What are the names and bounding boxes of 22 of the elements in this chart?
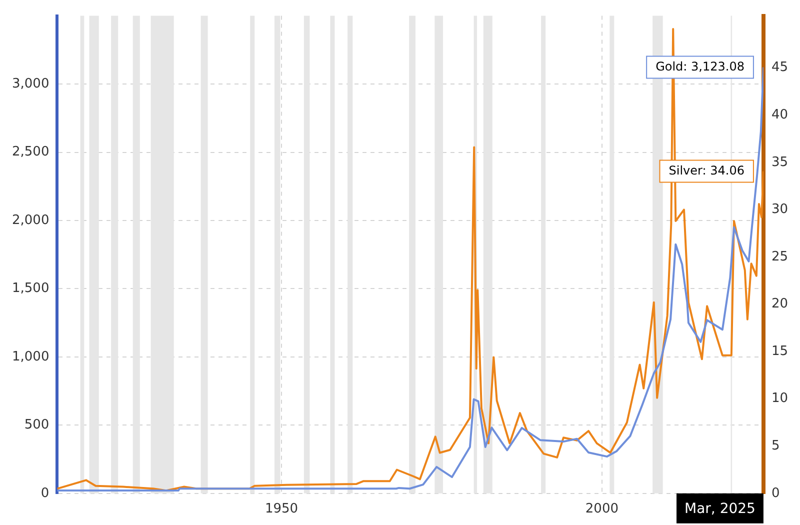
y-tick-label: 1,500 xyxy=(12,281,50,296)
data-label: Gold: 3,123.08 xyxy=(656,59,744,74)
y2-tick-label: 0 xyxy=(771,486,780,501)
y2-tick-label: 10 xyxy=(771,391,788,406)
y-tick-label: 2,000 xyxy=(12,212,50,228)
y2-tick-label: 30 xyxy=(771,202,788,218)
y2-tick-label: 45 xyxy=(771,60,788,76)
y-tick-label: 3,000 xyxy=(12,76,50,92)
x-tick-label: 2000 xyxy=(585,502,619,517)
y2-tick-label: 25 xyxy=(771,249,788,264)
y-tick-label: 0 xyxy=(40,486,50,501)
data-label: Silver: 34.06 xyxy=(668,163,744,178)
y-tick-label: 500 xyxy=(24,418,50,433)
text: Mar, 2025 xyxy=(684,501,756,518)
y2-tick-label: 35 xyxy=(771,154,788,170)
y2-tick-label: 40 xyxy=(771,107,788,122)
y-tick-label: 2,500 xyxy=(12,144,50,160)
y2-tick-label: 5 xyxy=(771,438,780,454)
y2-tick-label: 20 xyxy=(771,296,788,312)
y2-tick-label: 15 xyxy=(771,344,788,359)
y-tick-label: 1,000 xyxy=(12,349,50,364)
x-tick-label: 1950 xyxy=(264,502,298,517)
